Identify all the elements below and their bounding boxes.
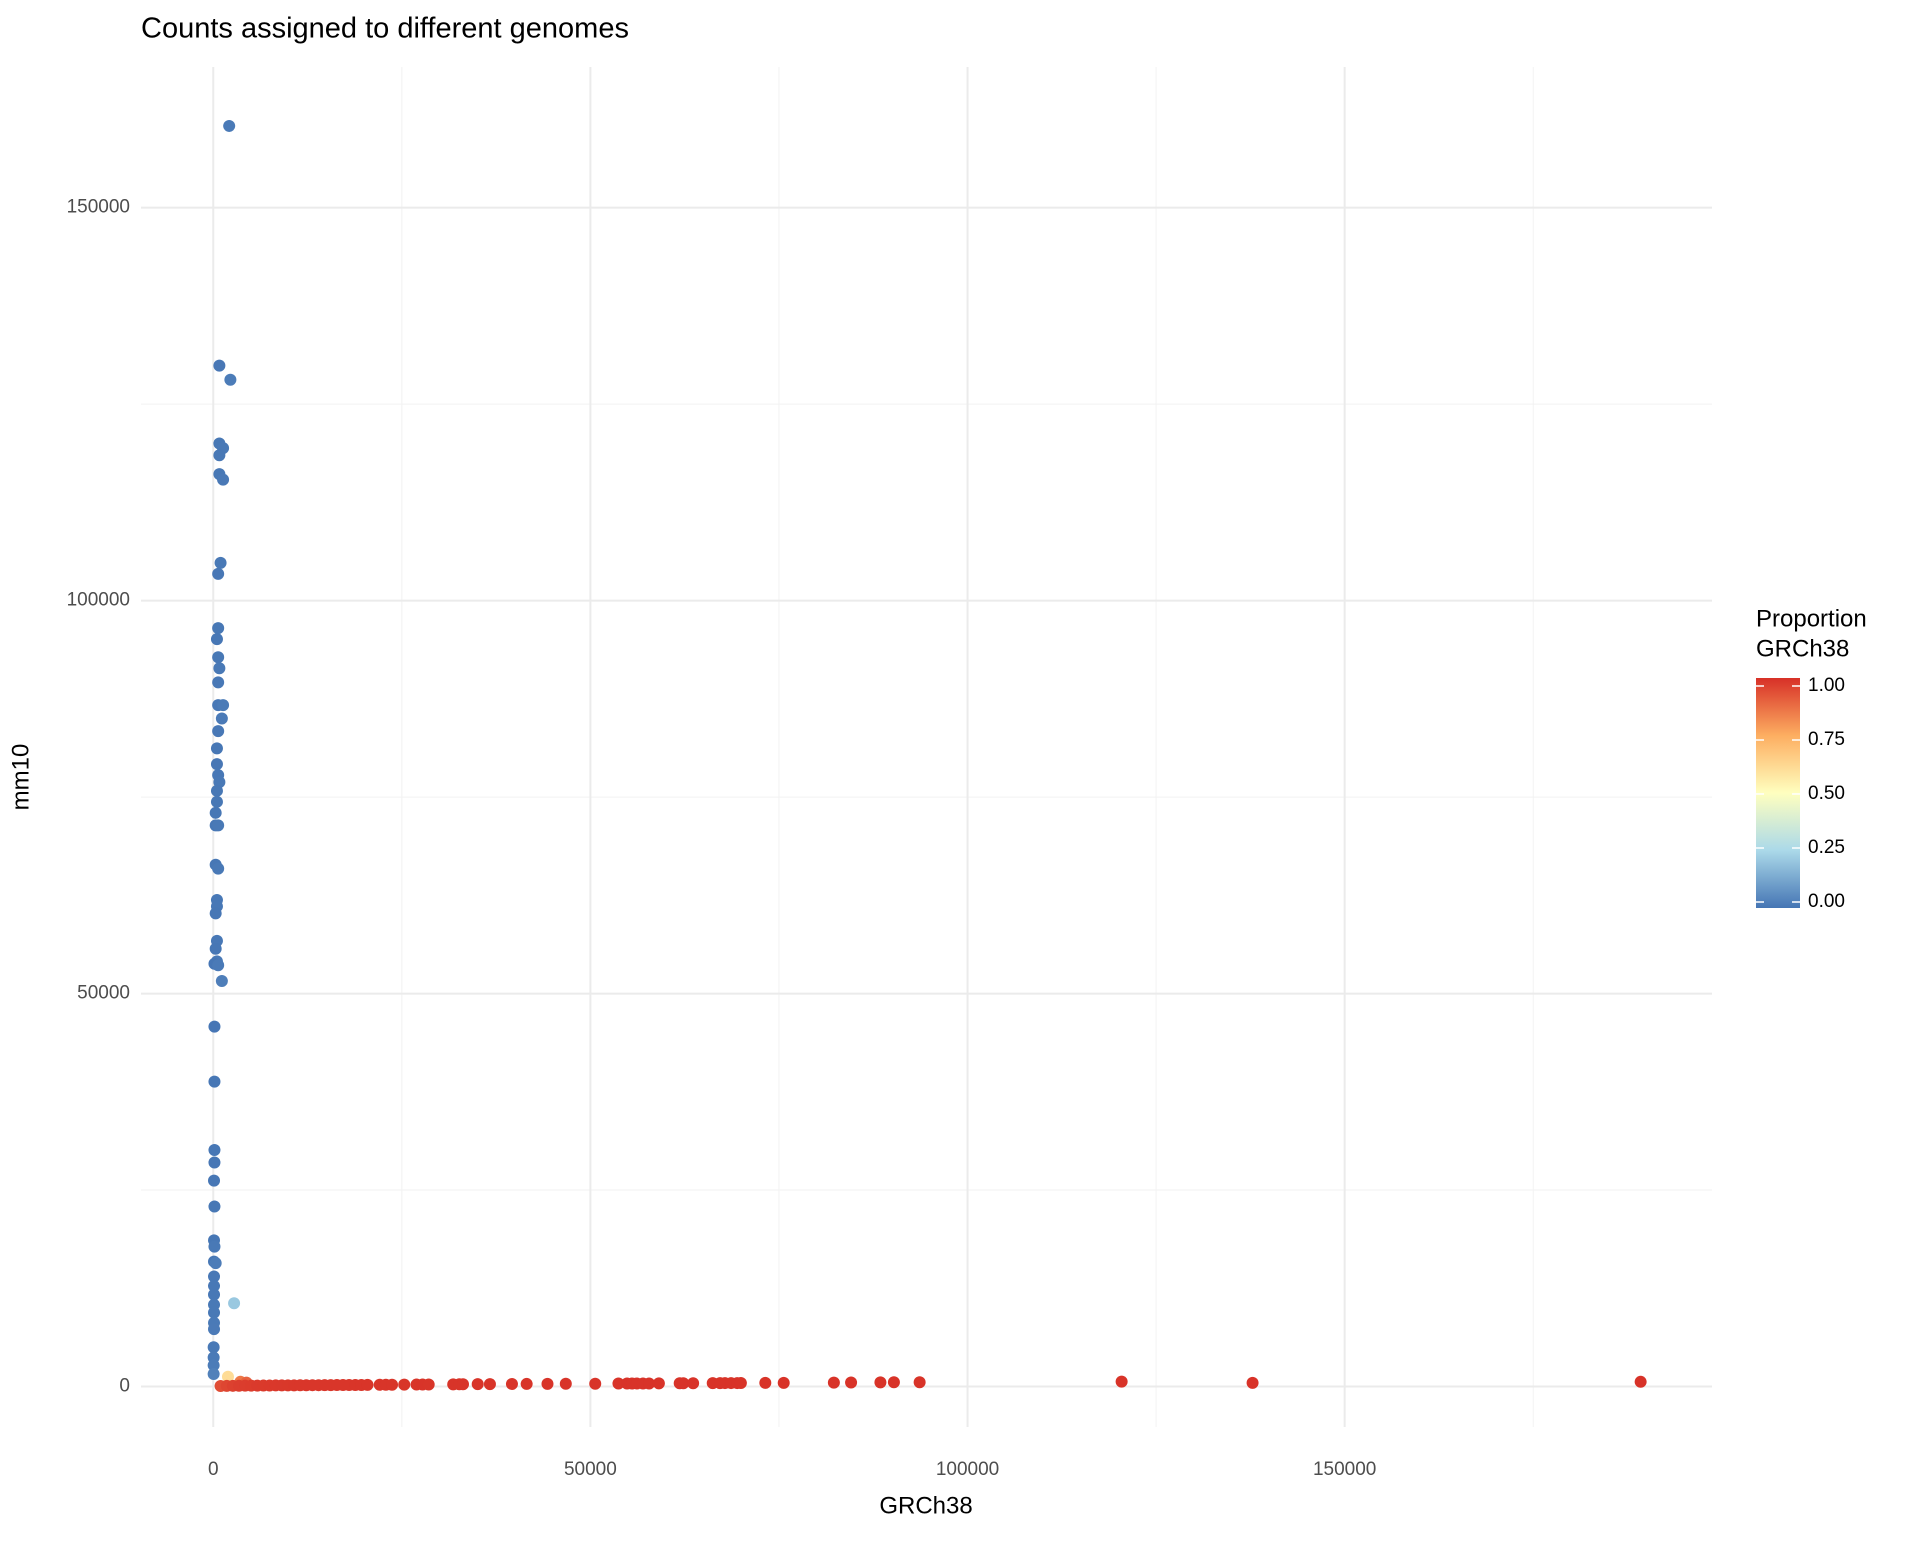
point xyxy=(209,806,222,819)
point xyxy=(208,1075,221,1088)
point xyxy=(228,1297,241,1310)
point xyxy=(887,1376,900,1389)
point xyxy=(422,1378,435,1391)
point xyxy=(677,1377,690,1390)
point xyxy=(217,699,230,712)
point xyxy=(207,1359,220,1372)
point xyxy=(845,1376,858,1389)
legend-tick-label: 1.00 xyxy=(1808,675,1845,696)
point xyxy=(643,1377,656,1390)
point xyxy=(520,1377,533,1390)
legend: Proportion GRCh38 0.00 0.25 0.50 0.75 1.00 xyxy=(1756,605,1867,912)
point xyxy=(208,1240,221,1253)
point xyxy=(213,449,226,462)
point xyxy=(207,1367,220,1380)
point xyxy=(398,1378,411,1391)
point xyxy=(207,1341,220,1354)
point xyxy=(208,1288,221,1301)
x-tick-label: 50000 xyxy=(564,1459,617,1480)
legend-title: GRCh38 xyxy=(1756,635,1849,662)
point xyxy=(687,1377,700,1390)
point xyxy=(456,1378,469,1391)
point xyxy=(541,1377,554,1390)
point xyxy=(213,359,226,372)
point xyxy=(208,1306,221,1319)
y-axis-title: mm10 xyxy=(7,744,34,811)
point xyxy=(209,907,222,920)
point xyxy=(1115,1375,1128,1388)
point xyxy=(559,1377,572,1390)
point xyxy=(221,1370,234,1383)
chart-title: Counts assigned to different genomes xyxy=(141,13,629,45)
point xyxy=(208,1020,221,1033)
point xyxy=(224,373,237,386)
points xyxy=(207,119,1647,1393)
point xyxy=(212,567,225,580)
legend-tick-label: 0.00 xyxy=(1808,891,1845,912)
legend-tick-label: 0.25 xyxy=(1808,837,1845,858)
point xyxy=(827,1376,840,1389)
point xyxy=(210,742,223,755)
point xyxy=(215,712,228,725)
point xyxy=(217,473,230,486)
point xyxy=(209,1257,222,1270)
point xyxy=(386,1378,399,1391)
point xyxy=(1634,1375,1647,1388)
point xyxy=(210,633,223,646)
legend-title: Proportion xyxy=(1756,605,1867,632)
point xyxy=(874,1376,887,1389)
y-tick-label: 50000 xyxy=(77,983,130,1004)
point xyxy=(652,1377,665,1390)
grid: 0 50000 100000 150000 0 50000 100000 150000 xyxy=(67,67,1712,1480)
point xyxy=(759,1376,772,1389)
point xyxy=(208,1323,221,1336)
point xyxy=(589,1377,602,1390)
point xyxy=(215,975,228,988)
point xyxy=(210,758,223,771)
point xyxy=(210,784,223,797)
point xyxy=(212,651,225,664)
point xyxy=(734,1376,747,1389)
legend-tick-label: 0.75 xyxy=(1808,729,1845,750)
point xyxy=(214,556,227,569)
point xyxy=(208,1143,221,1156)
x-tick-label: 150000 xyxy=(1313,1459,1376,1480)
point xyxy=(223,119,236,132)
y-tick-label: 150000 xyxy=(67,197,130,218)
point xyxy=(208,1279,221,1292)
point xyxy=(212,862,225,875)
point xyxy=(612,1377,625,1390)
point xyxy=(209,942,222,955)
x-tick-label: 100000 xyxy=(936,1459,999,1480)
point xyxy=(505,1378,518,1391)
point xyxy=(212,959,225,972)
point xyxy=(1246,1376,1259,1389)
point xyxy=(208,1270,221,1283)
point xyxy=(471,1378,484,1391)
legend-tick-label: 0.50 xyxy=(1808,783,1845,804)
colorbar xyxy=(1756,678,1800,908)
point xyxy=(212,725,225,738)
point xyxy=(212,676,225,689)
x-tick-label: 0 xyxy=(208,1459,219,1480)
point xyxy=(208,1156,221,1169)
x-axis-title: GRCh38 xyxy=(879,1492,972,1519)
y-tick-label: 100000 xyxy=(67,590,130,611)
point xyxy=(213,662,226,675)
point xyxy=(212,622,225,635)
point xyxy=(361,1378,374,1391)
point xyxy=(208,1174,221,1187)
point xyxy=(212,819,225,832)
point xyxy=(777,1376,790,1389)
point xyxy=(483,1378,496,1391)
point xyxy=(913,1376,926,1389)
point xyxy=(208,1200,221,1213)
y-tick-label: 0 xyxy=(119,1376,130,1397)
point xyxy=(210,795,223,808)
